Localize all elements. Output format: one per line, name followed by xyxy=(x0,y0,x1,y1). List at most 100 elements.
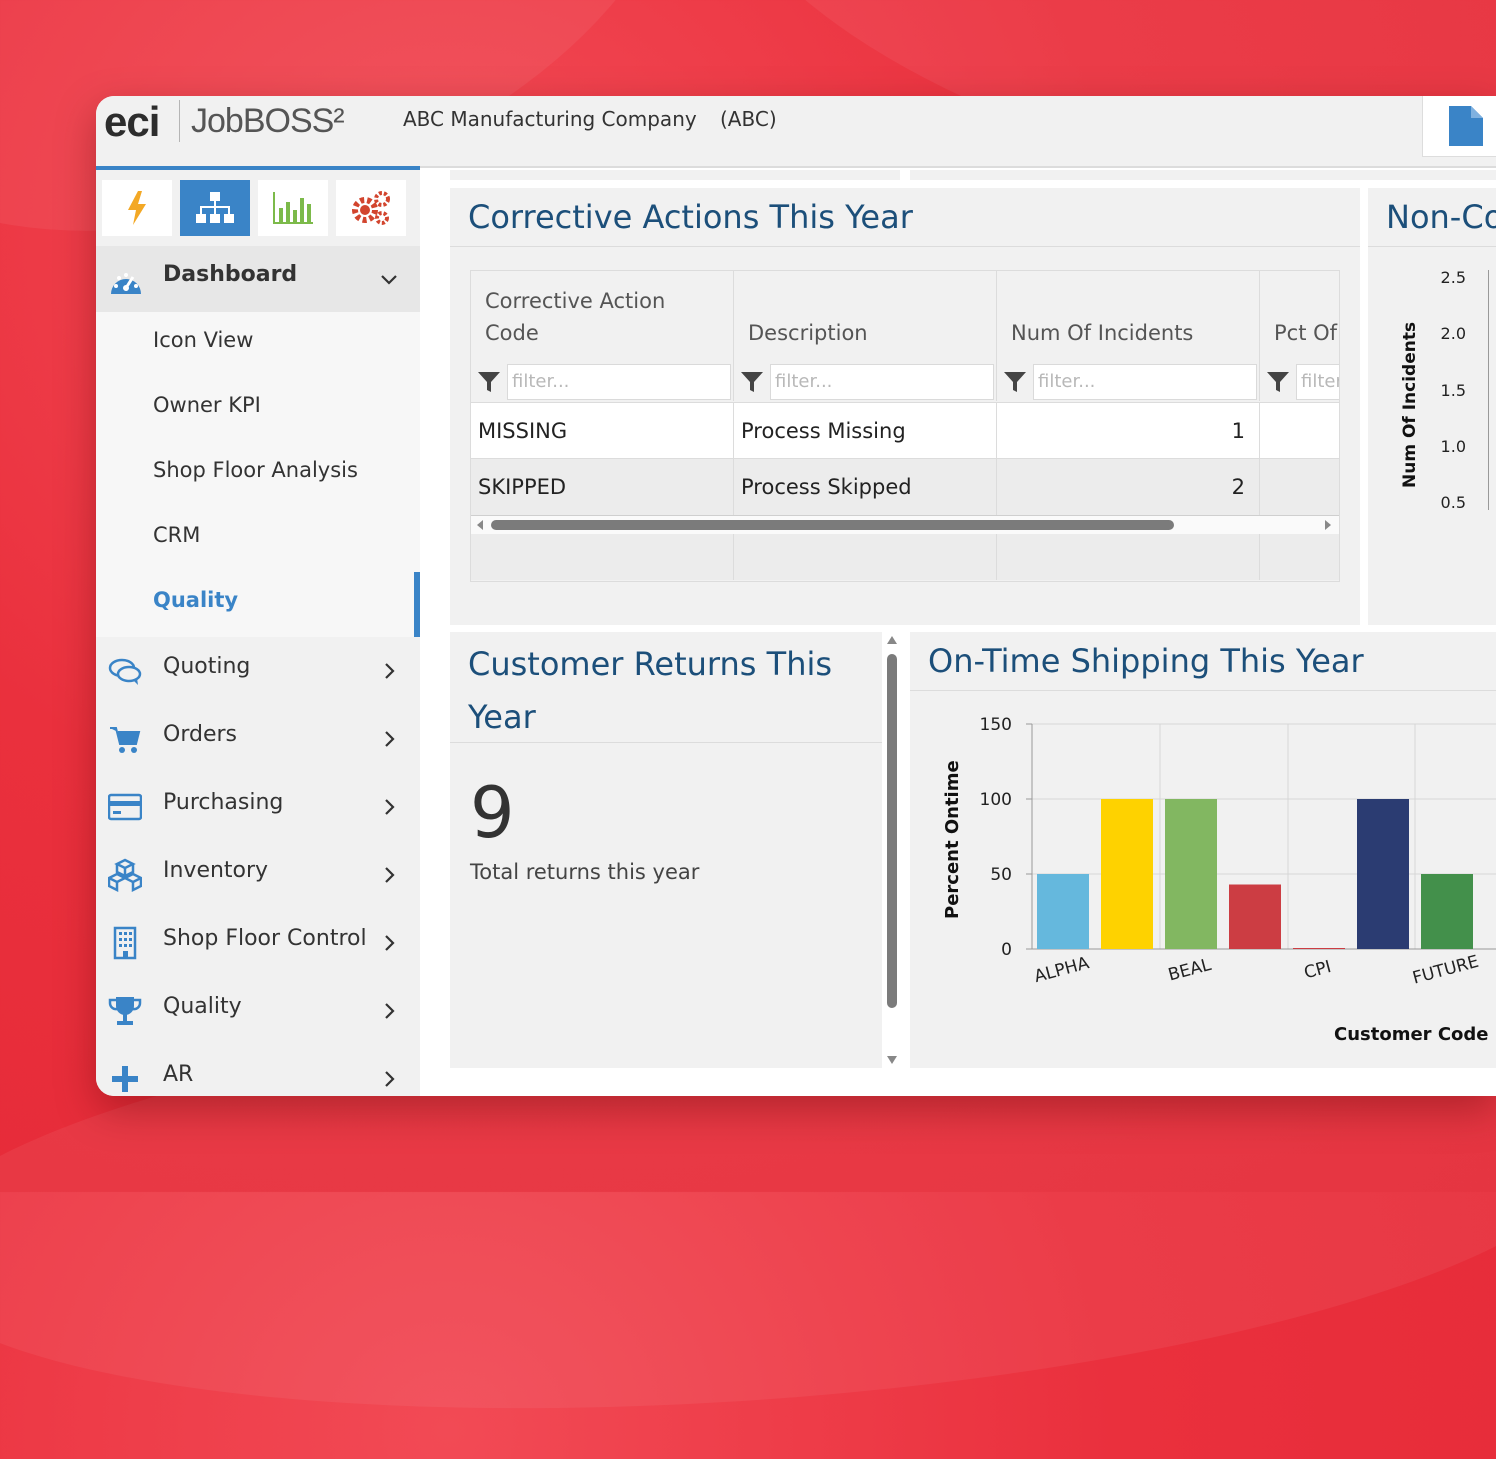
scroll-left-icon[interactable] xyxy=(475,520,485,530)
panel-title: Corrective Actions This Year xyxy=(468,198,913,236)
on-time-shipping-panel: On-Time Shipping This Year 0 50 100 150 ALPH… xyxy=(910,632,1496,1068)
nav-quoting[interactable]: Quoting xyxy=(96,636,420,704)
nav-dashboard[interactable]: Dashboard xyxy=(96,246,420,312)
nav-dashboard-label: Dashboard xyxy=(163,262,298,287)
table-row[interactable]: SKIPPED Process Skipped 2 xyxy=(471,458,1339,515)
nav-sub-owner-kpi[interactable]: Owner KPI xyxy=(96,377,420,442)
lightning-icon xyxy=(128,191,146,225)
bar-chart-icon-button[interactable] xyxy=(258,180,328,236)
y-tick-label: 100 xyxy=(980,790,1012,810)
cell-code: MISSING xyxy=(471,403,734,459)
scroll-right-icon[interactable] xyxy=(1323,520,1333,530)
filter-input[interactable]: filter... xyxy=(507,364,731,400)
footer-divider xyxy=(733,534,734,580)
filter-input[interactable]: filter... xyxy=(1296,364,1339,400)
panel-title: Non-Co xyxy=(1386,198,1496,236)
nav-sub-label: Icon View xyxy=(153,328,254,352)
bar-chart-icon xyxy=(273,192,313,224)
filter-cell: filter... xyxy=(734,363,997,401)
filter-input[interactable]: filter... xyxy=(770,364,994,400)
nav-inventory[interactable]: Inventory xyxy=(96,840,420,908)
y-tick: 0.5 xyxy=(1440,493,1466,512)
customer-returns-panel: Customer Returns This Year 9 Total retur… xyxy=(450,632,882,1068)
x-tick-label: BEAL xyxy=(1166,955,1214,986)
jobboss-logo: JobBOSS² xyxy=(191,102,345,140)
nav-item-label: Quoting xyxy=(163,654,251,679)
x-tick-label: CPI xyxy=(1302,957,1333,983)
cart-icon xyxy=(110,727,141,753)
nav-sub-crm[interactable]: CRM xyxy=(96,507,420,572)
chevron-right-icon xyxy=(385,663,395,679)
nav-item-label: Orders xyxy=(163,722,237,747)
eci-logo: eci xyxy=(104,98,160,145)
document-icon xyxy=(1449,106,1483,146)
x-tick-label: ALPHA xyxy=(1032,953,1091,987)
bar xyxy=(1037,874,1089,949)
vertical-scrollbar[interactable] xyxy=(882,632,902,1068)
table-row[interactable]: MISSING Process Missing 1 xyxy=(471,402,1339,459)
bar xyxy=(1421,874,1473,949)
cell-pct xyxy=(1260,459,1339,515)
filter-icon[interactable] xyxy=(740,370,764,394)
panel-top-stub xyxy=(910,170,1496,180)
column-header[interactable]: Corrective Action Code xyxy=(471,271,734,363)
footer-divider xyxy=(1259,534,1260,580)
company-name: ABC Manufacturing Company xyxy=(403,107,697,131)
filter-icon[interactable] xyxy=(477,370,501,394)
gears-icon xyxy=(352,191,390,225)
filter-icon[interactable] xyxy=(1003,370,1027,394)
logo-divider xyxy=(179,100,180,142)
nav-sub-label: Shop Floor Analysis xyxy=(153,458,358,482)
column-header-label: Corrective Action Code xyxy=(485,289,666,345)
nav-sub-label: Owner KPI xyxy=(153,393,261,417)
horizontal-scrollbar[interactable] xyxy=(471,515,1339,535)
panel-top-stub xyxy=(450,170,900,180)
column-header[interactable]: Pct Of xyxy=(1260,271,1339,363)
org-chart-icon-button[interactable] xyxy=(180,180,250,236)
nav-orders[interactable]: Orders xyxy=(96,704,420,772)
column-header-label: Num Of Incidents xyxy=(1011,321,1194,345)
on-time-shipping-chart: 0 50 100 150 ALPHA BEAL CPI FUTURE Percent Ontim… xyxy=(942,715,1496,1045)
lightning-icon-button[interactable] xyxy=(102,180,172,236)
panel-divider xyxy=(450,742,882,743)
filter-cell: filter... xyxy=(997,363,1260,401)
app-window: eci JobBOSS² ABC Manufacturing Company (… xyxy=(96,96,1496,1096)
gears-icon-button[interactable] xyxy=(336,180,406,236)
chevron-right-icon xyxy=(385,731,395,747)
scroll-down-icon[interactable] xyxy=(887,1056,897,1064)
returns-count: 9 xyxy=(470,772,515,854)
nav-sub-quality[interactable]: Quality xyxy=(96,572,420,637)
non-conformance-panel: Non-Co Num Of Incidents 2.5 2.0 1.5 1.0 … xyxy=(1368,188,1496,625)
building-icon xyxy=(113,926,137,960)
y-tick: 1.5 xyxy=(1440,381,1466,400)
document-button[interactable] xyxy=(1422,96,1496,157)
column-header[interactable]: Description xyxy=(734,271,997,363)
scrollbar-thumb[interactable] xyxy=(887,654,897,1008)
panel-title: On-Time Shipping This Year xyxy=(928,642,1364,680)
filter-cell: filter... xyxy=(1260,363,1339,401)
nav-sub-icon-view[interactable]: Icon View xyxy=(96,312,420,377)
nav-item-label: Purchasing xyxy=(163,790,284,815)
filter-icon[interactable] xyxy=(1266,370,1290,394)
cell-description: Process Skipped xyxy=(734,459,997,515)
nav-shop-floor-control[interactable]: Shop Floor Control xyxy=(96,908,420,976)
x-axis-title: Customer Code xyxy=(1334,1024,1489,1045)
chevron-right-icon xyxy=(385,1003,395,1019)
footer-divider xyxy=(996,534,997,580)
filter-input[interactable]: filter... xyxy=(1033,364,1257,400)
chevron-down-icon xyxy=(381,275,397,285)
nav-ar[interactable]: AR xyxy=(96,1044,420,1096)
panel-divider xyxy=(450,246,1360,247)
bar xyxy=(1357,799,1409,949)
bar xyxy=(1165,799,1217,949)
nav-sub-shop-floor-analysis[interactable]: Shop Floor Analysis xyxy=(96,442,420,507)
scroll-up-icon[interactable] xyxy=(887,636,897,644)
nav-purchasing[interactable]: Purchasing xyxy=(96,772,420,840)
column-header[interactable]: Num Of Incidents xyxy=(997,271,1260,363)
column-header-label: Description xyxy=(748,321,868,345)
corrective-actions-panel: Corrective Actions This Year Corrective … xyxy=(450,188,1360,625)
panel-divider xyxy=(910,690,1496,691)
scrollbar-thumb[interactable] xyxy=(491,520,1174,530)
cell-incidents: 1 xyxy=(997,403,1260,459)
nav-quality[interactable]: Quality xyxy=(96,976,420,1044)
